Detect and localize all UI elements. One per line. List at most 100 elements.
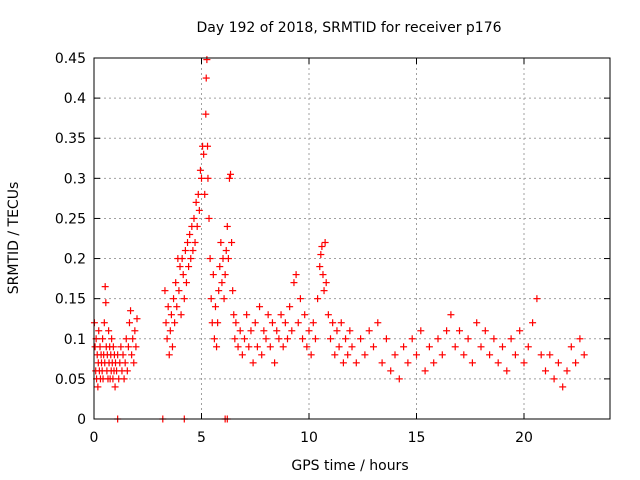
data-point xyxy=(132,343,140,351)
data-point xyxy=(331,351,339,359)
data-point xyxy=(95,327,103,335)
data-point xyxy=(202,74,210,82)
data-point xyxy=(311,335,319,343)
data-point xyxy=(105,327,113,335)
data-point xyxy=(251,319,259,327)
y-tick-label: 0.05 xyxy=(55,372,86,388)
data-point xyxy=(260,327,268,335)
data-point xyxy=(317,251,325,259)
data-point xyxy=(163,335,171,343)
data-point xyxy=(245,343,253,351)
data-point xyxy=(127,307,135,315)
data-point xyxy=(314,295,322,303)
data-point xyxy=(230,311,238,319)
data-point xyxy=(202,110,210,118)
data-point xyxy=(94,383,102,391)
data-point xyxy=(258,351,266,359)
data-point xyxy=(503,367,511,375)
data-point xyxy=(319,271,327,279)
data-point xyxy=(162,319,170,327)
data-point xyxy=(290,279,298,287)
data-point xyxy=(186,230,194,238)
data-point xyxy=(121,359,129,367)
data-point xyxy=(329,319,337,327)
data-point xyxy=(346,327,354,335)
x-tick-label: 20 xyxy=(515,430,533,446)
data-point xyxy=(275,335,283,343)
data-point xyxy=(339,359,347,367)
y-tick-label: 0.15 xyxy=(55,292,86,308)
data-point xyxy=(101,283,109,291)
data-point xyxy=(224,255,232,263)
data-point xyxy=(133,315,141,323)
data-point xyxy=(205,214,213,222)
data-point xyxy=(167,311,175,319)
data-point xyxy=(120,375,128,383)
y-tick-label: 0.1 xyxy=(64,332,86,348)
data-point xyxy=(164,303,172,311)
grid xyxy=(94,58,610,419)
data-point xyxy=(378,359,386,367)
data-point xyxy=(184,239,192,247)
y-tick-label: 0.35 xyxy=(55,131,86,147)
data-point xyxy=(318,243,326,251)
data-point xyxy=(130,359,138,367)
data-point xyxy=(231,335,239,343)
data-point xyxy=(305,327,313,335)
data-point xyxy=(365,327,373,335)
data-point xyxy=(333,327,341,335)
data-point xyxy=(425,343,433,351)
data-point xyxy=(125,319,133,327)
x-tick-label: 0 xyxy=(90,430,99,446)
data-point xyxy=(193,222,201,230)
data-point xyxy=(344,351,352,359)
data-point xyxy=(400,343,408,351)
data-point xyxy=(468,359,476,367)
data-point xyxy=(279,343,287,351)
data-point xyxy=(102,299,110,307)
data-point xyxy=(210,335,218,343)
data-point xyxy=(200,150,208,158)
data-point xyxy=(537,351,545,359)
data-point xyxy=(572,359,580,367)
data-point xyxy=(322,279,330,287)
data-point xyxy=(170,295,178,303)
data-point xyxy=(161,287,169,295)
data-point xyxy=(292,271,300,279)
data-point xyxy=(421,367,429,375)
x-axis-label: GPS time / hours xyxy=(291,458,408,474)
data-point xyxy=(166,327,174,335)
data-point xyxy=(348,343,356,351)
data-point xyxy=(225,174,233,182)
data-point xyxy=(507,335,515,343)
data-point xyxy=(124,343,132,351)
data-point xyxy=(266,343,274,351)
data-point xyxy=(542,367,549,375)
data-point xyxy=(404,359,412,367)
data-point xyxy=(563,367,571,375)
data-point xyxy=(173,303,181,311)
data-point xyxy=(215,287,223,295)
data-point xyxy=(204,142,212,150)
data-point xyxy=(131,327,139,335)
data-point xyxy=(277,311,285,319)
data-point xyxy=(309,319,317,327)
data-point xyxy=(256,303,264,311)
data-point xyxy=(253,343,261,351)
data-point xyxy=(111,383,119,391)
axis-ticks: 0 0.05 0.1 0.15 0.2 0.25 0.3 0.35 0.4 0.45 0 5 10 15 2… xyxy=(55,51,610,446)
data-point xyxy=(294,319,302,327)
data-point xyxy=(214,319,222,327)
data-point xyxy=(395,375,403,383)
data-point xyxy=(236,327,244,335)
x-tick-label: 10 xyxy=(300,430,318,446)
data-point xyxy=(211,303,219,311)
data-point xyxy=(264,311,272,319)
data-point xyxy=(447,311,455,319)
data-point xyxy=(327,335,334,343)
data-point xyxy=(387,367,395,375)
data-point xyxy=(284,335,291,343)
data-point xyxy=(221,271,229,279)
data-point xyxy=(223,222,231,230)
